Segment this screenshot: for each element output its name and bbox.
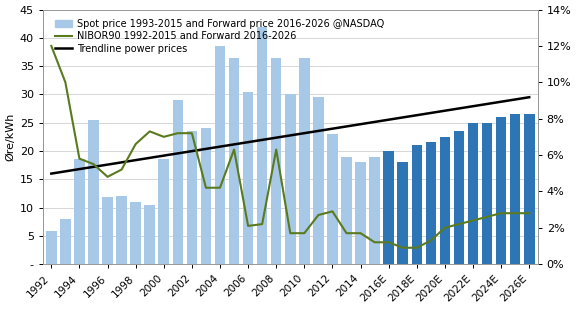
Bar [468,123,478,264]
Bar [201,128,211,264]
Bar [271,58,282,264]
Bar [383,151,394,264]
Bar [60,219,70,264]
Bar [74,159,85,264]
Bar [144,205,155,264]
Bar [46,231,57,264]
Bar [285,95,295,264]
Bar [313,97,324,264]
Bar [102,197,113,264]
Bar [257,27,267,264]
Bar [355,162,366,264]
Bar [186,131,197,264]
Bar [524,114,534,264]
Bar [411,145,422,264]
Bar [496,117,507,264]
Bar [130,202,141,264]
Bar [117,196,127,264]
Legend: Spot price 1993-2015 and Forward price 2016-2026 @NASDAQ, NIBOR90 1992-2015 and : Spot price 1993-2015 and Forward price 2… [53,17,386,56]
Bar [299,58,310,264]
Bar [341,157,352,264]
Bar [159,159,169,264]
Bar [482,123,492,264]
Bar [173,100,183,264]
Bar [398,162,408,264]
Bar [88,120,99,264]
Bar [454,131,464,264]
Bar [369,157,380,264]
Bar [228,58,239,264]
Bar [426,142,436,264]
Bar [440,137,450,264]
Y-axis label: Øre/kWh: Øre/kWh [6,113,16,161]
Bar [243,91,253,264]
Bar [327,134,338,264]
Bar [215,46,225,264]
Bar [510,114,520,264]
